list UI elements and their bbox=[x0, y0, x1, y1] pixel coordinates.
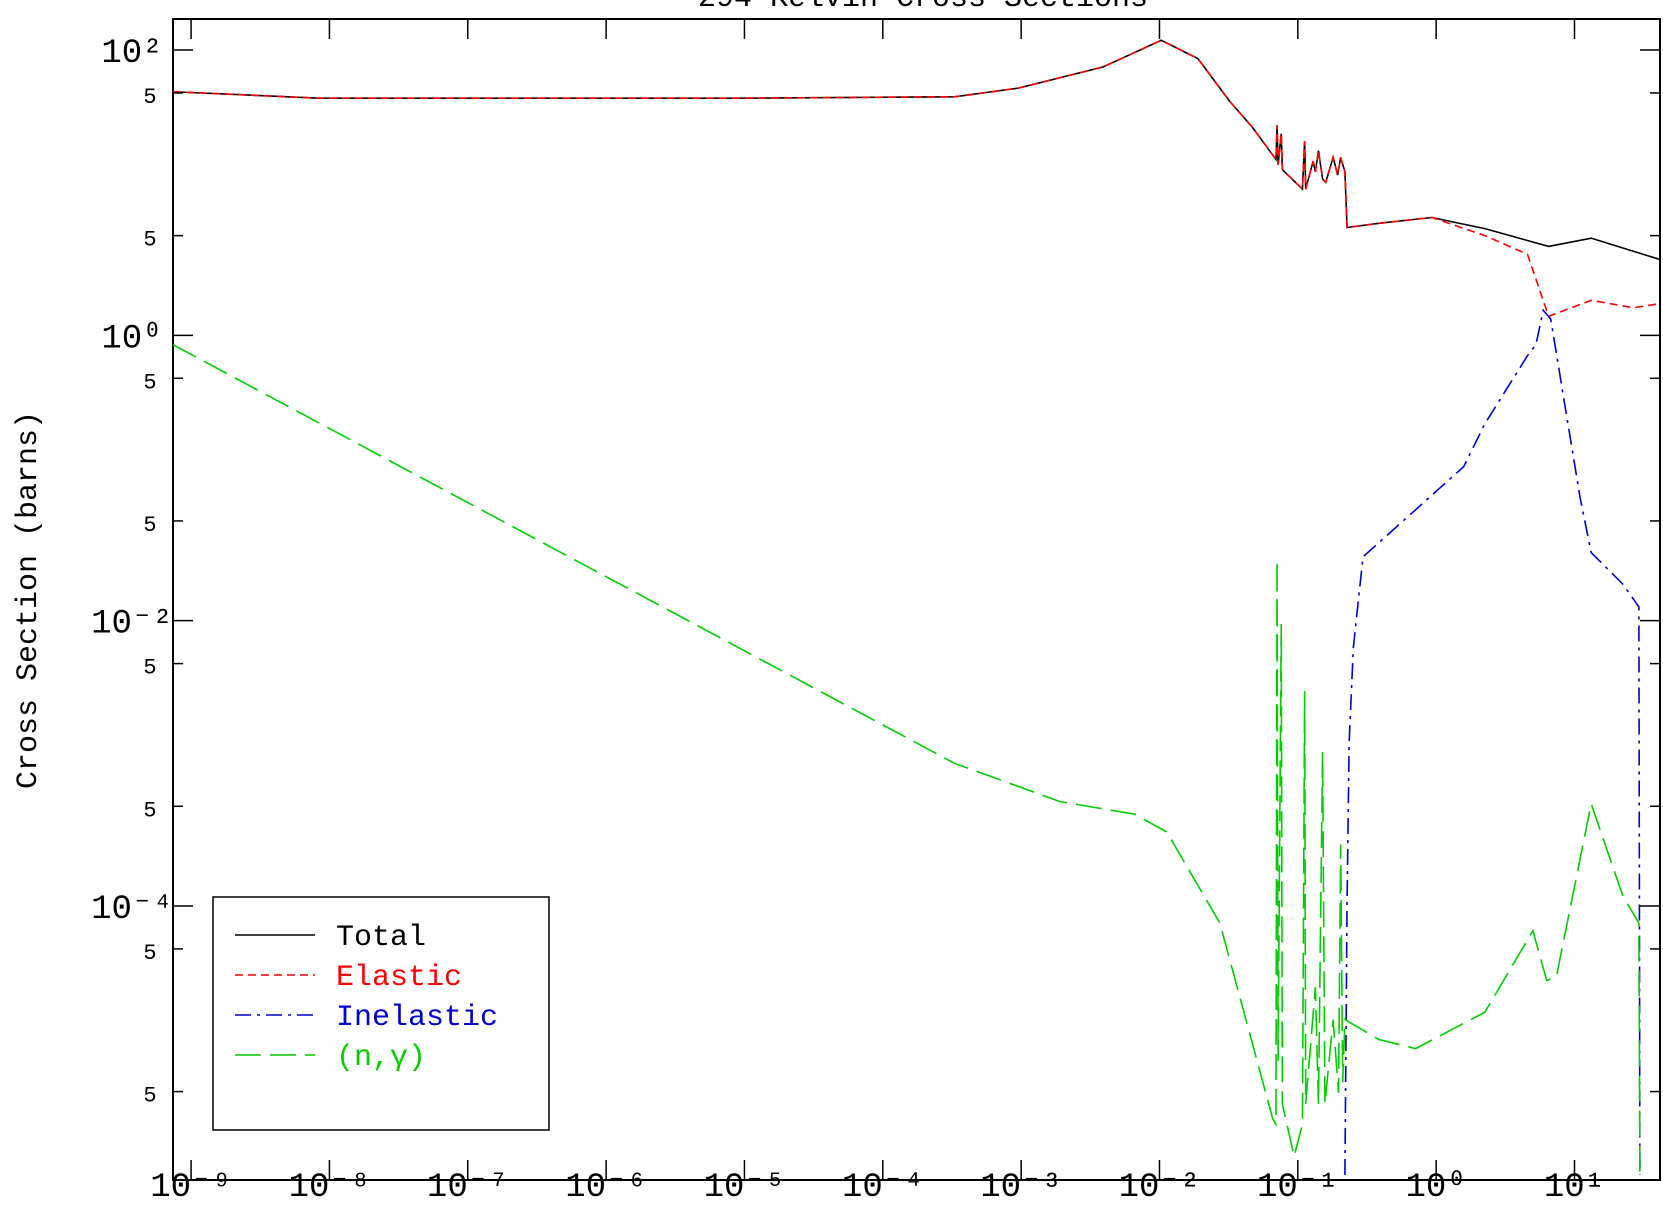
x-tick-label: 10⁻⁵ bbox=[704, 1169, 786, 1207]
x-tick-label: 10⁻⁶ bbox=[565, 1169, 647, 1207]
y-tick-label: 5 bbox=[143, 656, 156, 681]
legend-label: Elastic bbox=[336, 961, 462, 995]
y-tick-label: 10⁰ bbox=[101, 320, 162, 358]
legend-label: Inelastic bbox=[336, 1001, 498, 1035]
series-line bbox=[173, 343, 1641, 1176]
x-tick-label: 10⁻⁸ bbox=[289, 1169, 371, 1207]
y-tick-label: 5 bbox=[143, 370, 156, 395]
series-line bbox=[173, 39, 1660, 261]
y-tick-label: 10⁻² bbox=[91, 606, 173, 644]
y-tick-label: 5 bbox=[143, 798, 156, 823]
y-tick-label: 5 bbox=[143, 85, 156, 110]
series-line bbox=[173, 39, 1660, 318]
x-tick-label: 10⁻⁹ bbox=[150, 1169, 232, 1207]
y-axis-label: Cross Section (barns) bbox=[12, 411, 46, 789]
x-tick-label: 10⁻³ bbox=[980, 1169, 1062, 1207]
x-tick-label: 10¹ bbox=[1544, 1169, 1605, 1207]
legend-label: Total bbox=[336, 921, 426, 955]
legend-box bbox=[212, 896, 550, 1131]
x-tick-label: 10⁻² bbox=[1119, 1169, 1201, 1207]
x-tick-label: 10⁻¹ bbox=[1257, 1169, 1339, 1207]
x-tick-label: 10⁰ bbox=[1406, 1169, 1467, 1207]
y-tick-label: 5 bbox=[143, 513, 156, 538]
x-tick-label: 10⁻⁴ bbox=[842, 1169, 924, 1207]
plot-area bbox=[173, 39, 1660, 1176]
y-tick-label: 5 bbox=[143, 228, 156, 253]
y-tick-label: 10⁻⁴ bbox=[91, 891, 173, 929]
plot-frame bbox=[172, 18, 1661, 1181]
y-tick-label: 5 bbox=[143, 1084, 156, 1109]
chart-title: 294 Kelvin Cross Sections bbox=[698, 0, 1148, 16]
legend-label: (n,γ) bbox=[336, 1041, 426, 1075]
y-tick-label: 10² bbox=[101, 35, 162, 73]
x-tick-label: 10⁻⁷ bbox=[427, 1169, 509, 1207]
series-line bbox=[1344, 308, 1641, 1176]
y-tick-label: 5 bbox=[143, 941, 156, 966]
